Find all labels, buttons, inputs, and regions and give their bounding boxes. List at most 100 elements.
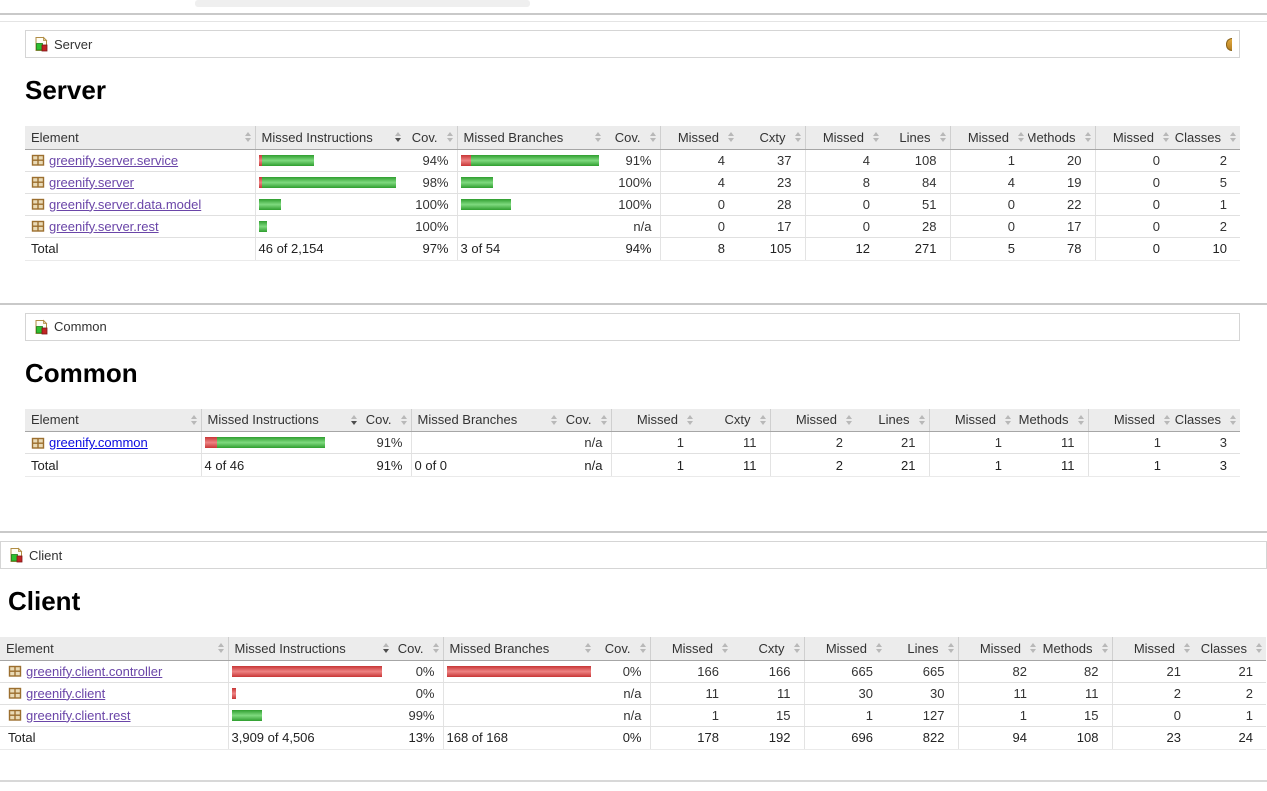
- column-header-2-cov[interactable]: Cov.: [405, 126, 457, 149]
- section-divider: [0, 531, 1267, 533]
- sort-icon: [640, 643, 646, 653]
- column-header-label: Missed: [1114, 412, 1155, 427]
- element-cell: greenify.server.data.model: [25, 193, 255, 215]
- sort-icon: [1085, 132, 1091, 142]
- column-header-1-missed-instructions[interactable]: Missed Instructions: [255, 126, 405, 149]
- section-title: Common: [25, 358, 1240, 389]
- column-header-10-methods[interactable]: Methods: [1040, 637, 1112, 660]
- header-row: Element Missed Instructions Cov.Missed Bra…: [0, 637, 1266, 660]
- branches-coverage-percent: n/a: [561, 432, 611, 454]
- column-header-11-missed[interactable]: Missed: [1095, 126, 1173, 149]
- sort-icon: [1230, 415, 1236, 425]
- total-instructions-coverage: 97%: [405, 237, 457, 260]
- column-header-8-lines[interactable]: Lines: [883, 126, 950, 149]
- column-header-0-element[interactable]: Element: [25, 409, 201, 432]
- metric-value: 4: [805, 149, 883, 171]
- total-metric-value: 8: [660, 237, 738, 260]
- column-header-9-missed[interactable]: Missed: [958, 637, 1040, 660]
- package-link[interactable]: greenify.common: [49, 435, 148, 450]
- metric-value: 166: [650, 660, 732, 682]
- column-header-8-lines[interactable]: Lines: [886, 637, 958, 660]
- metric-value: 11: [650, 682, 732, 704]
- total-missed-instructions: 46 of 2,154: [255, 237, 405, 260]
- column-header-0-element[interactable]: Element: [25, 126, 255, 149]
- missed-branches-bar: [461, 177, 602, 188]
- column-header-label: Element: [31, 130, 79, 145]
- column-header-4-cov[interactable]: Cov.: [561, 409, 611, 432]
- column-header-2-cov[interactable]: Cov.: [393, 637, 443, 660]
- column-header-5-missed[interactable]: Missed: [611, 409, 697, 432]
- metric-value: 11: [1040, 682, 1112, 704]
- session-icon[interactable]: [1226, 38, 1232, 51]
- instructions-coverage-percent: 0%: [393, 682, 443, 704]
- column-header-2-cov[interactable]: Cov.: [361, 409, 411, 432]
- sort-icon: [1184, 643, 1190, 653]
- column-header-11-missed[interactable]: Missed: [1112, 637, 1194, 660]
- sort-icon: [728, 132, 734, 142]
- metric-value: 0: [1095, 193, 1173, 215]
- table-row: greenify.common91%n/a11122111113: [25, 432, 1240, 454]
- sort-icon: [1102, 643, 1108, 653]
- column-header-7-missed[interactable]: Missed: [804, 637, 886, 660]
- column-header-label: Cxty: [760, 130, 786, 145]
- bar-missed-segment: [205, 437, 217, 448]
- column-header-9-missed[interactable]: Missed: [950, 126, 1028, 149]
- bar-covered-segment: [217, 437, 325, 448]
- total-metric-value: 23: [1112, 726, 1194, 749]
- column-header-5-missed[interactable]: Missed: [660, 126, 738, 149]
- total-label: Total: [25, 237, 255, 260]
- column-header-10-methods[interactable]: Methods: [1028, 126, 1095, 149]
- column-header-6-cxty[interactable]: Cxty: [697, 409, 770, 432]
- metric-value: 0: [805, 193, 883, 215]
- metric-value: 11: [958, 682, 1040, 704]
- package-link[interactable]: greenify.server.service: [49, 153, 178, 168]
- column-header-8-lines[interactable]: Lines: [856, 409, 929, 432]
- package-icon: [31, 153, 45, 167]
- column-header-label: Lines: [907, 641, 938, 656]
- column-header-12-classes[interactable]: Classes: [1173, 126, 1240, 149]
- package-link[interactable]: greenify.client: [26, 686, 105, 701]
- column-header-6-cxty[interactable]: Cxty: [738, 126, 805, 149]
- column-header-7-missed[interactable]: Missed: [770, 409, 856, 432]
- column-header-4-cov[interactable]: Cov.: [595, 637, 650, 660]
- package-link[interactable]: greenify.client.rest: [26, 708, 131, 723]
- breadcrumb-label: Server: [54, 37, 92, 52]
- package-link[interactable]: greenify.server.rest: [49, 219, 159, 234]
- package-link[interactable]: greenify.client.controller: [26, 664, 162, 679]
- column-header-6-cxty[interactable]: Cxty: [732, 637, 804, 660]
- total-metric-value: 3: [1174, 454, 1240, 477]
- column-header-1-missed-instructions[interactable]: Missed Instructions: [228, 637, 393, 660]
- column-header-label: Missed Instructions: [235, 641, 346, 656]
- section-client: ClientClientElementMissed InstructionsCo…: [0, 541, 1267, 750]
- metric-value: 665: [804, 660, 886, 682]
- sort-icon: [191, 415, 197, 425]
- column-header-7-missed[interactable]: Missed: [805, 126, 883, 149]
- column-header-3-missed-branches[interactable]: Missed Branches: [411, 409, 561, 432]
- column-header-0-element[interactable]: Element: [0, 637, 228, 660]
- sort-icon: [650, 132, 656, 142]
- column-header-11-missed[interactable]: Missed: [1088, 409, 1174, 432]
- total-metric-value: 1: [611, 454, 697, 477]
- package-icon: [8, 686, 22, 700]
- metric-value: 1: [950, 149, 1028, 171]
- column-header-5-missed[interactable]: Missed: [650, 637, 732, 660]
- sort-icon: [1005, 415, 1011, 425]
- branches-coverage-percent: 0%: [595, 660, 650, 682]
- column-header-12-classes[interactable]: Classes: [1174, 409, 1240, 432]
- branches-coverage-percent: 91%: [605, 149, 660, 171]
- package-link[interactable]: greenify.server.data.model: [49, 197, 201, 212]
- total-metric-value: 2: [770, 454, 856, 477]
- metric-value: 2: [770, 432, 856, 454]
- column-header-9-missed[interactable]: Missed: [929, 409, 1015, 432]
- column-header-label: Cov.: [566, 412, 592, 427]
- column-header-label: Cov.: [615, 130, 641, 145]
- column-header-1-missed-instructions[interactable]: Missed Instructions: [201, 409, 361, 432]
- column-header-3-missed-branches[interactable]: Missed Branches: [457, 126, 605, 149]
- column-header-4-cov[interactable]: Cov.: [605, 126, 660, 149]
- metric-value: 5: [1173, 171, 1240, 193]
- column-header-3-missed-branches[interactable]: Missed Branches: [443, 637, 595, 660]
- package-link[interactable]: greenify.server: [49, 175, 134, 190]
- column-header-10-methods[interactable]: Methods: [1015, 409, 1088, 432]
- column-header-12-classes[interactable]: Classes: [1194, 637, 1266, 660]
- metric-value: 1: [1194, 704, 1266, 726]
